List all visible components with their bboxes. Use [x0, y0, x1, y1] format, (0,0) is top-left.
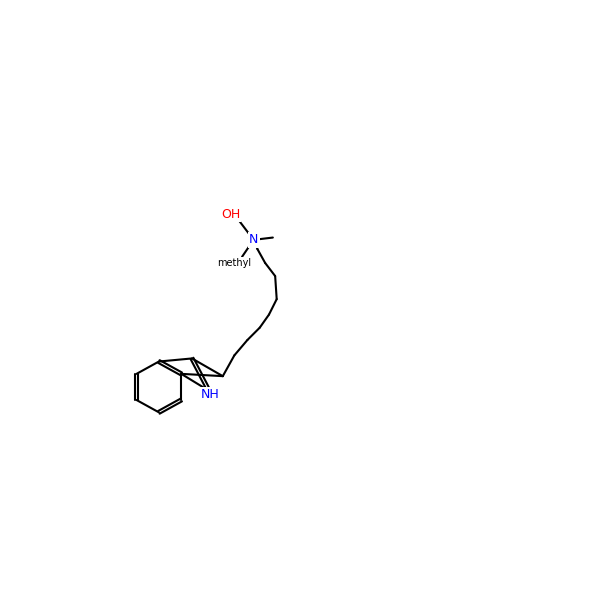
Text: NH: NH: [201, 388, 220, 401]
Text: methyl: methyl: [217, 258, 251, 268]
Text: OH: OH: [221, 208, 240, 221]
Text: N: N: [249, 233, 258, 247]
